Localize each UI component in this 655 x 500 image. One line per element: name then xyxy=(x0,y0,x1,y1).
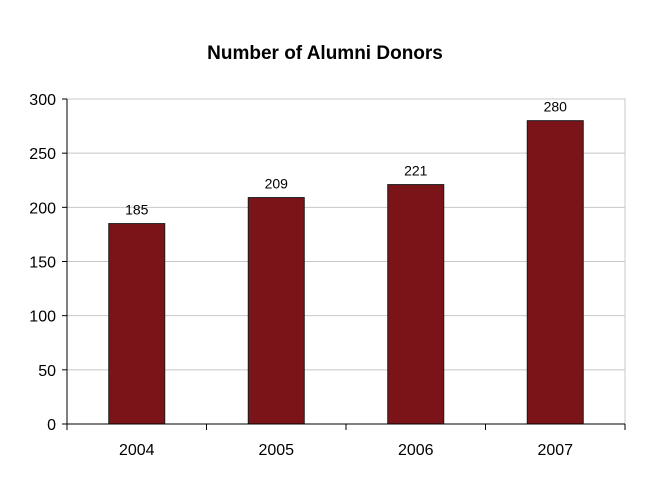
bars xyxy=(108,120,584,425)
axes xyxy=(62,98,626,430)
bar-2007 xyxy=(526,120,584,425)
y-tick-label: 150 xyxy=(29,255,56,272)
data-label-2006: 221 xyxy=(404,163,428,179)
y-tick-label: 100 xyxy=(29,309,56,326)
x-axis-tick-labels: 2004 2005 2006 2007 xyxy=(119,442,573,459)
bar-2006 xyxy=(387,184,445,425)
y-axis-tick-labels: 0 50 100 150 200 250 300 xyxy=(29,92,56,434)
y-tick-label: 300 xyxy=(29,92,56,109)
data-labels: 185 209 221 280 xyxy=(125,99,567,218)
data-label-2007: 280 xyxy=(544,99,568,115)
bar-2004 xyxy=(108,223,166,425)
x-tick-label-2006: 2006 xyxy=(398,442,434,459)
x-tick-label-2007: 2007 xyxy=(537,442,573,459)
data-label-2005: 209 xyxy=(265,176,289,192)
chart-title: Number of Alumni Donors xyxy=(207,43,443,64)
x-tick-label-2005: 2005 xyxy=(258,442,294,459)
x-tick-label-2004: 2004 xyxy=(119,442,155,459)
y-tick-label: 0 xyxy=(47,417,56,434)
y-tick-label: 200 xyxy=(29,200,56,217)
bar-2005 xyxy=(247,197,305,425)
y-tick-label: 50 xyxy=(38,363,56,380)
y-tick-label: 250 xyxy=(29,146,56,163)
data-label-2004: 185 xyxy=(125,202,149,218)
